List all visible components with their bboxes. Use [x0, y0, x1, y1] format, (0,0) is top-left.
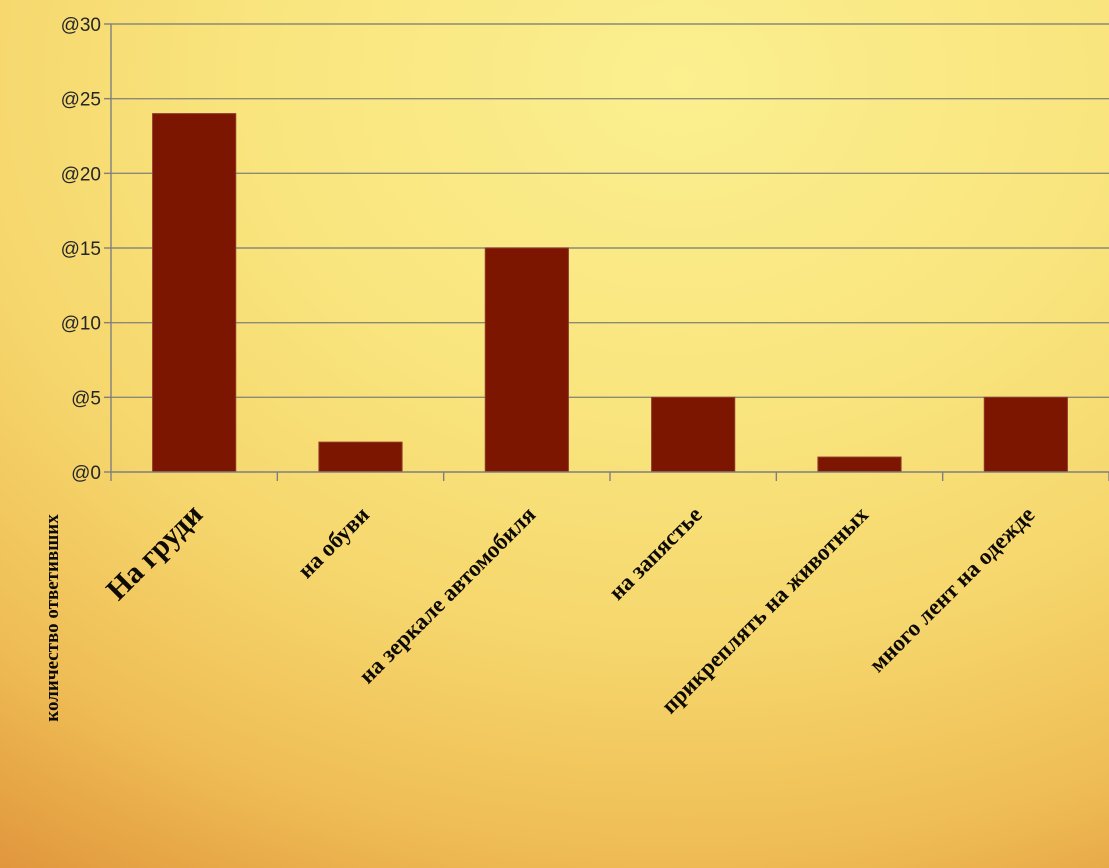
bar	[152, 113, 237, 473]
bar	[484, 247, 569, 473]
y-tick-label: @20	[61, 164, 101, 185]
y-tick-label: @10	[61, 314, 101, 335]
bar	[817, 456, 902, 473]
y-tick-label: @15	[61, 239, 101, 260]
x-category-label: много лент на одежде	[864, 502, 1039, 677]
y-tick-label: @30	[61, 15, 101, 36]
y-tick-label: @5	[71, 388, 101, 409]
y-axis-title: количество ответивших	[42, 514, 63, 722]
y-tick-label: @0	[71, 463, 101, 484]
x-category-label: На груди	[100, 498, 209, 607]
bar	[983, 396, 1068, 473]
bar	[651, 396, 736, 473]
gridlines	[111, 23, 1109, 399]
bars	[152, 113, 1068, 473]
x-category-label: на обуви	[293, 502, 374, 583]
axes	[104, 23, 1109, 481]
y-tick-label: @25	[61, 90, 101, 111]
bar	[318, 441, 403, 473]
x-category-label: на зеркале автомобиля	[354, 502, 540, 688]
x-category-label: на запястье	[604, 502, 707, 605]
